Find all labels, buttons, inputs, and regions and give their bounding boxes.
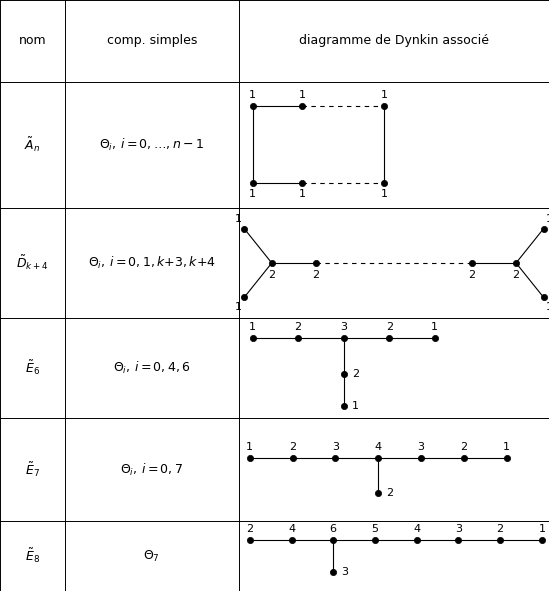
Text: $\Theta_i,\,i=0,1,k{+}3,k{+}4$: $\Theta_i,\,i=0,1,k{+}3,k{+}4$ [88,255,216,271]
Text: 3: 3 [341,567,349,577]
Text: 2: 2 [461,442,467,452]
Text: 1: 1 [381,189,388,199]
Text: 3: 3 [332,442,339,452]
Text: 2: 2 [497,524,503,534]
Text: 6: 6 [330,524,337,534]
Text: 1: 1 [539,524,545,534]
Text: $\tilde{D}_{k+4}$: $\tilde{D}_{k+4}$ [16,254,49,272]
Text: $\Theta_7$: $\Theta_7$ [143,548,160,564]
Text: 5: 5 [372,524,378,534]
Text: 1: 1 [249,90,256,100]
Text: $\Theta_i,\,i=0,4,6$: $\Theta_i,\,i=0,4,6$ [113,360,191,376]
Text: $\tilde{E}_7$: $\tilde{E}_7$ [25,460,40,479]
Text: 1: 1 [234,302,242,312]
Text: 1: 1 [546,214,549,224]
Text: 2: 2 [513,270,519,280]
Text: 1: 1 [247,442,253,452]
Text: $\Theta_i,\,i=0,\ldots,n-1$: $\Theta_i,\,i=0,\ldots,n-1$ [99,137,204,153]
Text: 2: 2 [386,323,393,332]
Text: 1: 1 [352,401,359,411]
Text: 1: 1 [299,90,305,100]
Text: 4: 4 [413,524,420,534]
Text: comp. simples: comp. simples [107,34,197,47]
Text: $\tilde{E}_6$: $\tilde{E}_6$ [25,359,40,377]
Text: 2: 2 [352,369,359,379]
Text: 1: 1 [249,189,256,199]
Text: 1: 1 [432,323,438,332]
Text: 3: 3 [455,524,462,534]
Text: diagramme de Dynkin associé: diagramme de Dynkin associé [299,34,489,47]
Text: 2: 2 [295,323,301,332]
Text: 1: 1 [234,214,242,224]
Text: nom: nom [19,34,46,47]
Text: 3: 3 [340,323,347,332]
Text: 4: 4 [288,524,295,534]
Text: $\Theta_i,\,i=0,7$: $\Theta_i,\,i=0,7$ [120,462,183,478]
Text: 4: 4 [375,442,382,452]
Text: 1: 1 [546,302,549,312]
Text: 2: 2 [312,270,319,280]
Text: 2: 2 [268,270,275,280]
Text: 1: 1 [249,323,256,332]
Text: 2: 2 [289,442,296,452]
Text: 3: 3 [418,442,424,452]
Text: 2: 2 [386,488,394,498]
Text: 2: 2 [469,270,475,280]
Text: 1: 1 [299,189,305,199]
Text: 2: 2 [247,524,253,534]
Text: $\tilde{A}_n$: $\tilde{A}_n$ [24,135,41,154]
Text: $\tilde{E}_8$: $\tilde{E}_8$ [25,547,40,566]
Text: 1: 1 [381,90,388,100]
Text: 1: 1 [503,442,510,452]
